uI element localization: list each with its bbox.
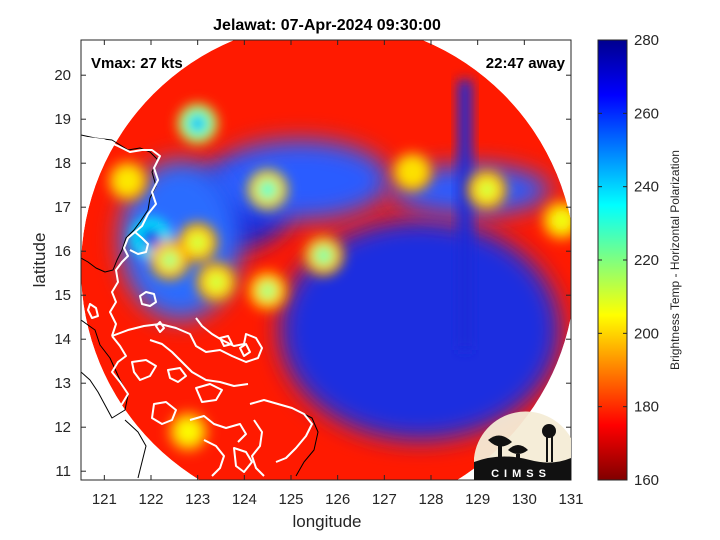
coastline-masbate [195,383,223,403]
convective-cell [182,425,195,438]
y-tick-label: 16 [54,243,71,260]
x-tick-label: 124 [232,491,257,508]
water-tower-icon [546,436,548,462]
convective-cell [481,183,493,196]
y-axis: 11 12 13 14 15 16 17 18 19 20 [54,67,571,480]
colorbar-tick-label: 280 [634,32,659,49]
colorbar-ticks: 160 180 200 220 240 260 280 [598,32,659,489]
colorbar-tick-label: 220 [634,252,659,269]
coastline-panay [151,401,177,425]
convective-cell [191,117,204,130]
coastline-leyte [251,419,265,477]
water-tower-icon [551,436,553,462]
y-tick-label: 15 [54,287,71,304]
water-tower-icon [542,424,556,438]
x-tick-label: 121 [92,491,117,508]
coastline-small-island [139,291,157,307]
convective-cell [145,232,157,244]
convective-cell [317,249,330,262]
coastline-bicol-inner [149,339,249,387]
coastline-samar [249,399,313,463]
convective-cell [555,214,568,227]
y-tick-label: 12 [54,419,71,436]
convective-cell [121,174,134,187]
convective-cell [191,236,204,249]
swath-dark-region [280,220,560,440]
x-axis-label: longitude [292,512,361,531]
y-tick-label: 11 [55,463,71,480]
convective-cell [210,276,223,288]
y-tick-label: 17 [54,199,71,216]
colorbar-label: Brightness Temp - Horizontal Polarizatio… [668,150,682,370]
x-tick-label: 126 [325,491,350,508]
coastline-negros [189,415,247,443]
logo-ground [474,456,571,480]
vmax-label: Vmax: 27 kts [91,55,183,72]
y-tick-label: 18 [54,155,71,172]
coastline-small-island [87,303,99,319]
coastline-small-island [219,335,233,347]
colorbar-tick-label: 180 [634,399,659,416]
x-tick-label: 127 [372,491,397,508]
y-tick-label: 13 [54,375,71,392]
swath-seam [458,80,472,350]
x-tick-label: 129 [465,491,490,508]
convective-cell [406,166,419,178]
y-tick-label: 14 [54,331,71,348]
x-tick-label: 128 [418,491,443,508]
coastline-luzon-west [111,335,129,409]
colorbar [597,39,628,481]
convective-features [107,103,571,452]
satellite-dish-icon [508,445,528,454]
coastline-small-island [239,343,251,357]
logo-text: CIMSS [491,468,551,480]
colorbar-tick-label: 260 [634,105,659,122]
chart-title: Jelawat: 07-Apr-2024 09:30:00 [213,17,441,34]
coastline-cebu [203,439,225,477]
y-axis-label: latitude [30,233,49,288]
convective-cell [261,183,274,196]
coastline-bohol [233,447,253,473]
coastline-small-island [155,321,165,333]
time-away-label: 22:47 away [486,55,566,72]
satellite-dish-icon [488,435,512,447]
x-tick-label: 131 [558,491,583,508]
x-tick-label: 130 [512,491,537,508]
coastline-bicol [111,317,263,363]
dish-stand [516,454,520,462]
swath-light-region [210,140,390,220]
dish-stand [498,446,502,460]
x-tick-label: 123 [185,491,210,508]
plot-frame [80,39,572,481]
coastline-luzon-inner [129,231,149,255]
coastlines [81,100,319,479]
coastline-luzon-south-black [81,319,129,419]
y-tick-label: 19 [54,111,71,128]
coastline-luzon-north [87,137,161,337]
x-tick-label: 125 [278,491,303,508]
y-tick-label: 20 [54,67,71,84]
coastline-small-island [115,100,125,109]
colorbar-tick-label: 240 [634,179,659,196]
coastline-marinduque [167,367,187,383]
x-tick-label: 122 [138,491,163,508]
coastline-mindoro-black [124,419,147,479]
coastline-samar-black [295,411,319,477]
convective-cell [261,284,274,297]
coastline-mindoro [131,359,157,381]
colorbar-tick-label: 200 [634,325,659,342]
colorbar-tick-label: 160 [634,472,659,489]
cimss-logo: CIMSS [474,411,571,480]
convective-cell [163,254,176,266]
coastline-luzon-black [81,134,159,273]
